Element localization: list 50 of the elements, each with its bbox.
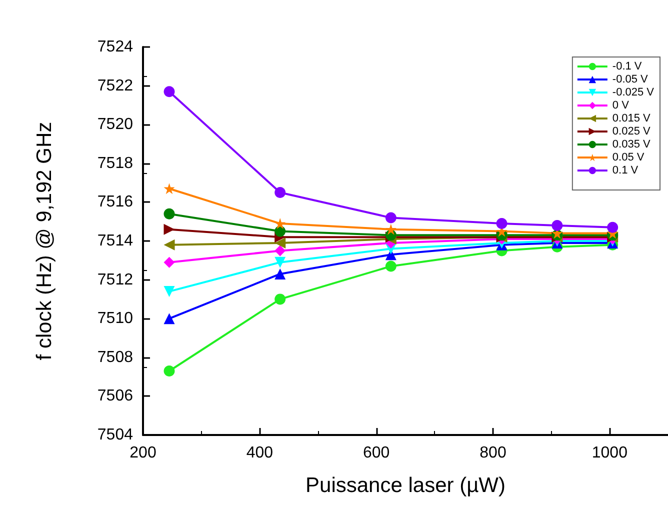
legend-label: -0.025 V: [612, 86, 655, 98]
point: [496, 218, 508, 230]
point: [274, 294, 286, 305]
point: [274, 256, 286, 268]
point: [274, 226, 286, 237]
legend-label: 0.025 V: [612, 126, 651, 138]
y-tick-label: 7524: [97, 38, 134, 56]
point: [274, 268, 286, 280]
legend-label: 0.035 V: [612, 138, 651, 150]
point: [274, 245, 286, 256]
legend-label: -0.1 V: [612, 60, 642, 72]
point: [164, 239, 175, 250]
x-tick-label: 800: [480, 444, 506, 462]
y-tick-label: 7506: [97, 388, 134, 405]
point: [164, 365, 175, 376]
point: [164, 313, 175, 324]
x-tick-label: 1000: [592, 444, 628, 462]
point: [164, 224, 175, 235]
point: [164, 86, 175, 98]
x-tick-label: 200: [130, 444, 156, 462]
legend-label: 0.015 V: [612, 112, 651, 124]
y-tick-label: 7514: [97, 232, 134, 250]
point: [164, 256, 175, 268]
legend-label: 0.05 V: [612, 152, 645, 164]
y-tick-label: 7522: [97, 77, 134, 94]
point: [164, 208, 175, 220]
legend-label: 0.1 V: [612, 164, 639, 176]
point: [385, 224, 396, 235]
y-tick-label: 7512: [97, 271, 134, 288]
point: [274, 218, 286, 230]
y-tick-label: 7510: [97, 310, 134, 328]
x-tick-label: 600: [362, 444, 390, 462]
y-tick-label: 7520: [97, 116, 134, 134]
y-tick-label: 7518: [97, 154, 134, 172]
x-axis-title: Puissance laser (µW): [306, 474, 506, 497]
point: [552, 220, 563, 231]
legend-label: -0.05 V: [612, 74, 649, 86]
x-tick-label: 400: [246, 444, 274, 462]
legend-label: 0 V: [612, 100, 630, 112]
y-tick-label: 7508: [97, 348, 134, 366]
point: [607, 222, 618, 233]
point: [385, 260, 396, 272]
point: [385, 212, 396, 224]
point: [274, 187, 286, 198]
point: [164, 183, 175, 194]
point: [274, 237, 286, 248]
point: [164, 286, 175, 297]
y-tick-label: 7516: [97, 194, 134, 211]
y-tick-label: 7504: [97, 426, 134, 444]
y-axis-title: f clock (Hz) @ 9,192 GHz: [33, 122, 56, 360]
